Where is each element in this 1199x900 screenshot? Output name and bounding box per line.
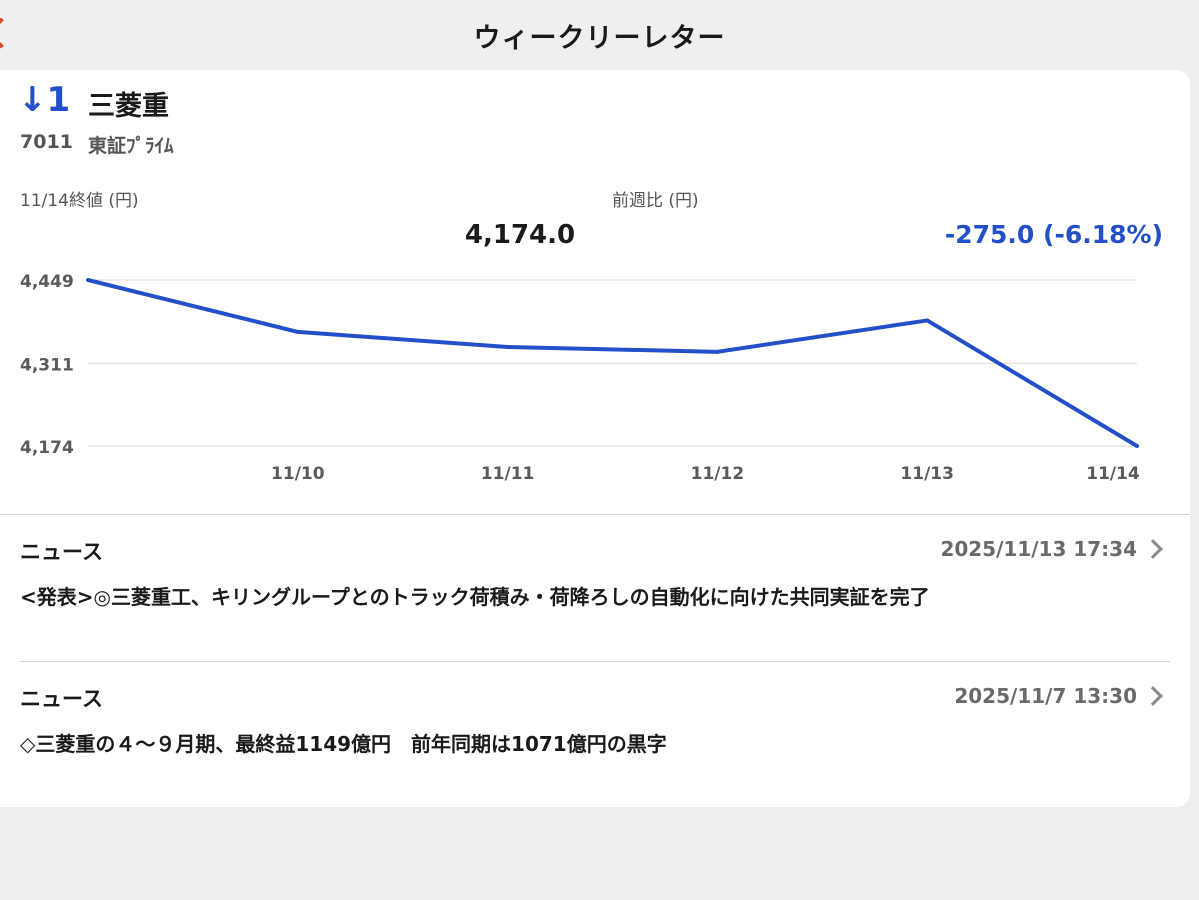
stock-name: 三菱重 — [88, 91, 169, 122]
stock-market: 東証ﾌﾟﾗｲﾑ — [88, 135, 174, 157]
x-tick-label: 11/14 — [1086, 464, 1140, 484]
y-tick-label: 4,449 — [20, 272, 74, 292]
page-title: ウィークリーレター — [473, 23, 726, 54]
x-tick-label: 11/10 — [271, 464, 325, 484]
data-point — [715, 349, 720, 354]
news-headline[interactable]: <発表>◎三菱重工、キリングループとのトラック荷積み・荷降ろしの自動化に向けた共… — [20, 585, 930, 609]
y-tick-label: 4,174 — [20, 438, 74, 458]
rank-badge: ↓1 — [18, 80, 71, 120]
weekly-change-value: -275.0 (-6.18%) — [944, 220, 1163, 249]
price-series-line — [87, 278, 1139, 448]
price-line-chart: 4,449 4,311 4,174 11/10 11/11 11/12 11/13 11/1… — [20, 272, 1140, 484]
close-price-label: 11/14終値 (円) — [20, 191, 139, 211]
app-header: ウィークリーレター — [0, 0, 1199, 68]
x-tick-label: 11/12 — [691, 464, 745, 484]
close-price-value: 4,174.0 — [464, 220, 576, 250]
weekly-change-label: 前週比 (円) — [612, 191, 699, 211]
stock-code: 7011 — [20, 131, 73, 153]
y-tick-label: 4,311 — [20, 355, 74, 375]
news-divider — [20, 661, 1170, 662]
news-date: 2025/11/13 17:34 — [940, 537, 1137, 561]
news-date: 2025/11/7 13:30 — [954, 684, 1137, 708]
x-tick-label: 11/11 — [481, 464, 535, 484]
x-tick-label: 11/13 — [900, 464, 954, 484]
data-point — [925, 318, 930, 323]
section-divider — [0, 514, 1190, 515]
data-point — [1135, 444, 1139, 448]
data-point — [86, 278, 90, 282]
news-label: ニュース — [20, 687, 103, 711]
data-point — [295, 329, 300, 334]
news-headline[interactable]: ◇三菱重の４～９月期、最終益1149億円 前年同期は1071億円の黒字 — [20, 732, 667, 756]
stock-card — [0, 70, 1190, 807]
data-point — [505, 345, 510, 350]
news-label: ニュース — [20, 540, 103, 564]
